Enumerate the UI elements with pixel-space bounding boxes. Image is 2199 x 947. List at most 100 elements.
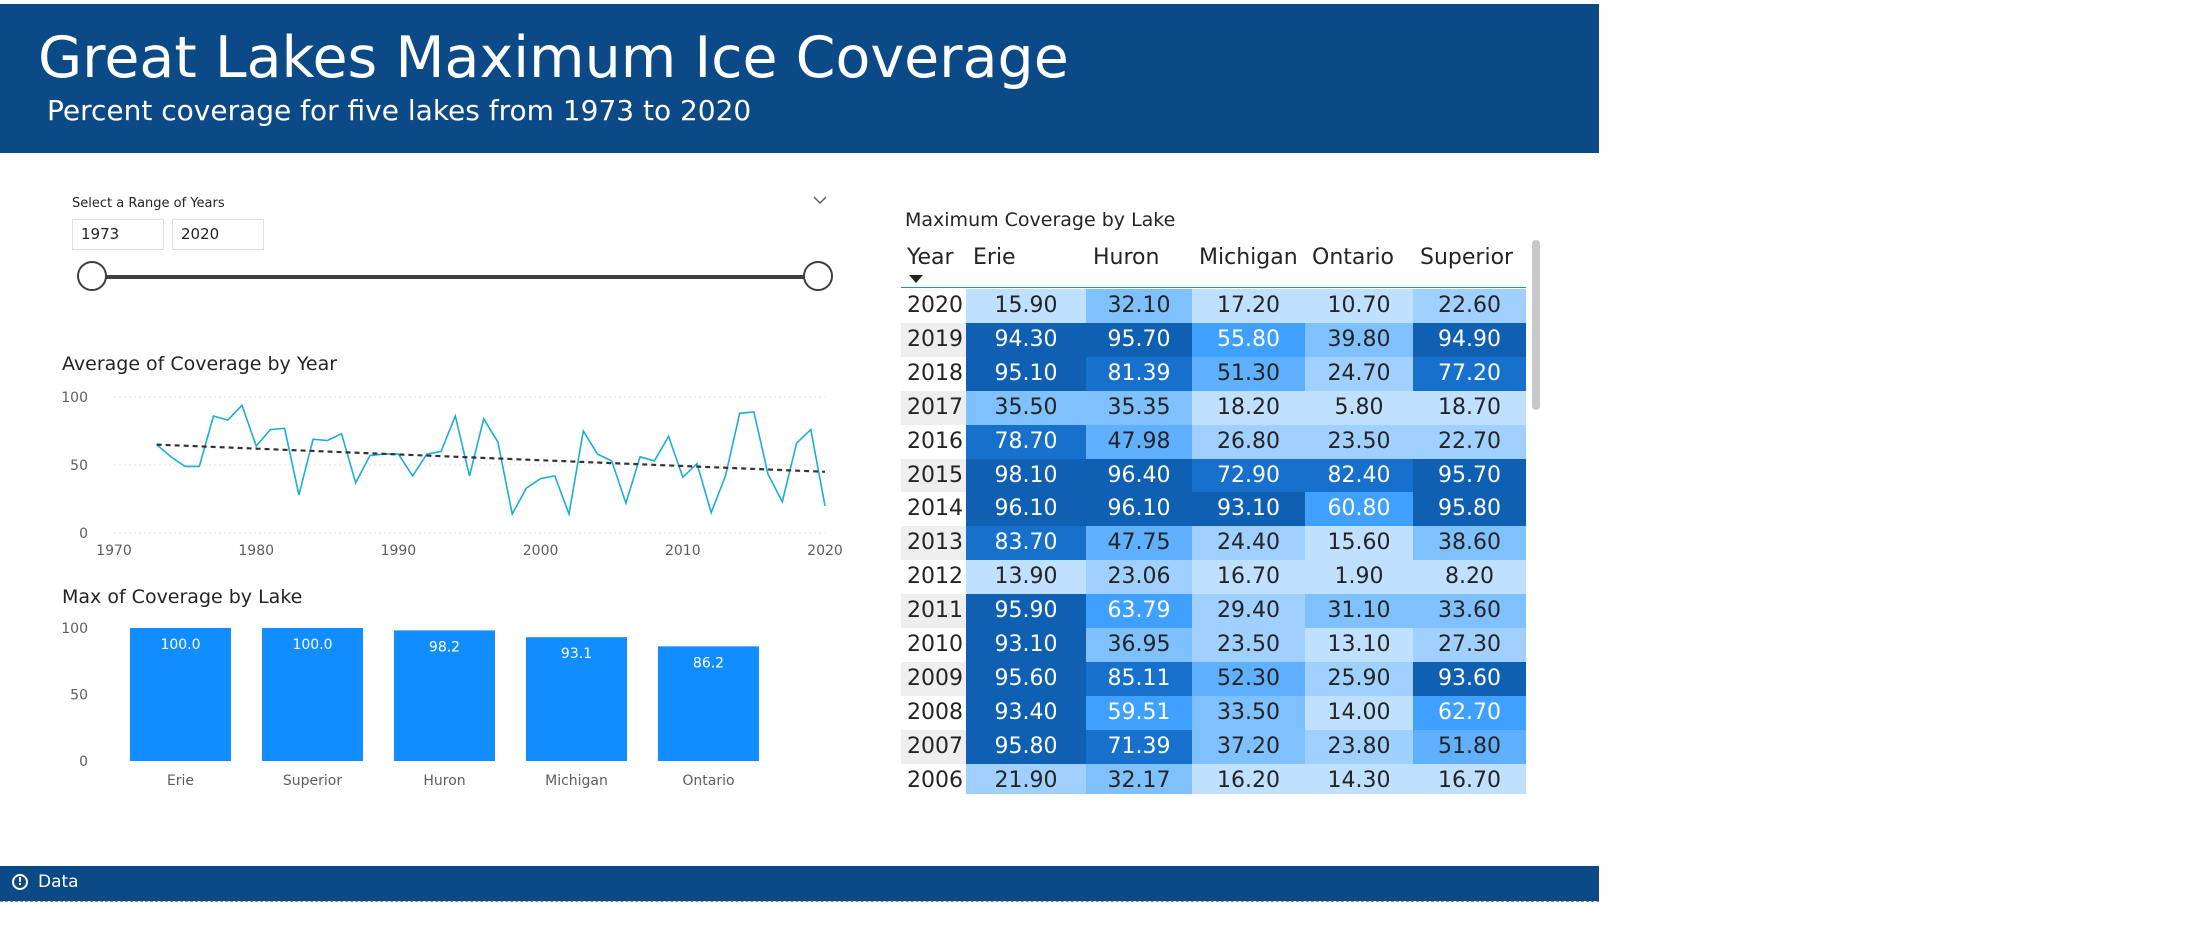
table-title: Maximum Coverage by Lake bbox=[905, 209, 1176, 231]
table-row[interactable]: 2017 35.50 35.35 18.20 5.80 18.70 bbox=[901, 390, 1526, 425]
value-cell: 32.10 bbox=[1086, 289, 1192, 323]
value-cell: 72.90 bbox=[1192, 458, 1305, 493]
value-cell: 95.80 bbox=[966, 729, 1086, 764]
value-cell: 22.70 bbox=[1413, 424, 1526, 459]
line-chart-series bbox=[156, 403, 826, 518]
value-cell: 36.95 bbox=[1086, 628, 1192, 662]
value-cell: 14.00 bbox=[1305, 695, 1413, 730]
line-chart-xtick: 2000 bbox=[523, 543, 559, 555]
value-cell: 37.20 bbox=[1192, 729, 1305, 764]
footer-data-tab[interactable]: Data bbox=[38, 872, 79, 892]
page-title: Great Lakes Maximum Ice Coverage bbox=[38, 25, 1069, 91]
value-cell: 47.98 bbox=[1086, 424, 1192, 459]
table-row[interactable]: 2011 95.90 63.79 29.40 31.10 33.60 bbox=[901, 594, 1526, 629]
table-row[interactable]: 2013 83.70 47.75 24.40 15.60 38.60 bbox=[901, 526, 1526, 561]
value-cell: 47.75 bbox=[1086, 526, 1192, 561]
column-header-michigan[interactable]: Michigan bbox=[1199, 245, 1298, 270]
line-chart-ytick: 0 bbox=[79, 526, 88, 542]
table-row[interactable]: 2014 96.10 96.10 93.10 60.80 95.80 bbox=[901, 492, 1526, 527]
value-cell: 62.70 bbox=[1413, 695, 1526, 730]
slicer-end-input[interactable]: 2020 bbox=[172, 219, 264, 250]
table-row[interactable]: 2009 95.60 85.11 52.30 25.90 93.60 bbox=[901, 661, 1526, 696]
value-cell: 35.50 bbox=[966, 390, 1086, 425]
value-cell: 93.40 bbox=[966, 695, 1086, 730]
value-cell: 23.06 bbox=[1086, 560, 1192, 595]
value-cell: 13.90 bbox=[966, 560, 1086, 595]
column-header-superior[interactable]: Superior bbox=[1420, 245, 1514, 270]
value-cell: 23.80 bbox=[1305, 729, 1413, 764]
value-cell: 32.17 bbox=[1086, 763, 1192, 794]
column-header-year[interactable]: Year bbox=[907, 245, 954, 270]
year-cell: 2020 bbox=[901, 289, 966, 323]
footer-bar: ! Data bbox=[0, 866, 1599, 901]
year-cell: 2017 bbox=[901, 390, 966, 425]
sort-descending-icon[interactable] bbox=[909, 275, 923, 283]
table-row[interactable]: 2018 95.10 81.39 51.30 24.70 77.20 bbox=[901, 356, 1526, 391]
year-cell: 2007 bbox=[901, 729, 966, 764]
year-cell: 2009 bbox=[901, 661, 966, 696]
bar-chart-ytick: 50 bbox=[70, 688, 88, 704]
chevron-down-icon[interactable] bbox=[812, 192, 828, 208]
table-row[interactable]: 2016 78.70 47.98 26.80 23.50 22.70 bbox=[901, 424, 1526, 459]
slicer-end-handle[interactable] bbox=[803, 261, 833, 291]
value-cell: 81.39 bbox=[1086, 356, 1192, 391]
value-cell: 15.90 bbox=[966, 289, 1086, 323]
footer-divider bbox=[0, 901, 1599, 902]
info-icon[interactable]: ! bbox=[12, 874, 28, 890]
bar-chart-ytick: 100 bbox=[61, 621, 88, 637]
year-cell: 2019 bbox=[901, 322, 966, 357]
year-cell: 2010 bbox=[901, 628, 966, 662]
table-row[interactable]: 2019 94.30 95.70 55.80 39.80 94.90 bbox=[901, 322, 1526, 357]
table-row[interactable]: 2010 93.10 36.95 23.50 13.10 27.30 bbox=[901, 628, 1526, 662]
line-chart: 100 50 0 1970 1980 1990 2000 2010 2020 bbox=[61, 390, 843, 555]
year-cell: 2015 bbox=[901, 458, 966, 493]
value-cell: 16.20 bbox=[1192, 763, 1305, 794]
line-chart-title: Average of Coverage by Year bbox=[62, 353, 338, 375]
value-cell: 27.30 bbox=[1413, 628, 1526, 662]
bar-michigan bbox=[526, 637, 627, 761]
table-row[interactable]: 2006 21.90 32.17 16.20 14.30 16.70 bbox=[901, 763, 1526, 794]
column-header-ontario[interactable]: Ontario bbox=[1312, 245, 1394, 270]
value-cell: 14.30 bbox=[1305, 763, 1413, 794]
value-cell: 18.20 bbox=[1192, 390, 1305, 425]
table-row[interactable]: 2008 93.40 59.51 33.50 14.00 62.70 bbox=[901, 695, 1526, 730]
value-cell: 23.50 bbox=[1305, 424, 1413, 459]
value-cell: 93.10 bbox=[1192, 492, 1305, 527]
value-cell: 33.50 bbox=[1192, 695, 1305, 730]
value-cell: 96.10 bbox=[966, 492, 1086, 527]
value-cell: 95.10 bbox=[966, 356, 1086, 391]
bar-data-label: 86.2 bbox=[693, 655, 724, 671]
value-cell: 93.10 bbox=[966, 628, 1086, 662]
table-scrollbar[interactable] bbox=[1532, 240, 1540, 410]
page-subtitle: Percent coverage for five lakes from 197… bbox=[47, 94, 752, 127]
value-cell: 21.90 bbox=[966, 763, 1086, 794]
line-chart-xtick: 1970 bbox=[96, 543, 132, 555]
value-cell: 26.80 bbox=[1192, 424, 1305, 459]
year-cell: 2011 bbox=[901, 594, 966, 629]
value-cell: 85.11 bbox=[1086, 661, 1192, 696]
value-cell: 24.70 bbox=[1305, 356, 1413, 391]
line-chart-ytick: 50 bbox=[70, 458, 88, 474]
value-cell: 71.39 bbox=[1086, 729, 1192, 764]
table-row[interactable]: 2012 13.90 23.06 16.70 1.90 8.20 bbox=[901, 560, 1526, 595]
table-row[interactable]: 2007 95.80 71.39 37.20 23.80 51.80 bbox=[901, 729, 1526, 764]
column-header-huron[interactable]: Huron bbox=[1093, 245, 1160, 270]
value-cell: 5.80 bbox=[1305, 390, 1413, 425]
value-cell: 96.10 bbox=[1086, 492, 1192, 527]
year-cell: 2016 bbox=[901, 424, 966, 459]
value-cell: 60.80 bbox=[1305, 492, 1413, 527]
value-cell: 29.40 bbox=[1192, 594, 1305, 629]
slicer-track[interactable] bbox=[92, 275, 818, 279]
line-chart-xtick: 1990 bbox=[381, 543, 417, 555]
value-cell: 39.80 bbox=[1305, 322, 1413, 357]
header-underline bbox=[901, 287, 1526, 288]
value-cell: 95.80 bbox=[1413, 492, 1526, 527]
table-row[interactable]: 2020 15.90 32.10 17.20 10.70 22.60 bbox=[901, 289, 1526, 323]
column-header-erie[interactable]: Erie bbox=[973, 245, 1016, 270]
slicer-start-handle[interactable] bbox=[77, 261, 107, 291]
slicer-start-input[interactable]: 1973 bbox=[72, 219, 164, 250]
table-row[interactable]: 2015 98.10 96.40 72.90 82.40 95.70 bbox=[901, 458, 1526, 493]
value-cell: 25.90 bbox=[1305, 661, 1413, 696]
value-cell: 16.70 bbox=[1413, 763, 1526, 794]
